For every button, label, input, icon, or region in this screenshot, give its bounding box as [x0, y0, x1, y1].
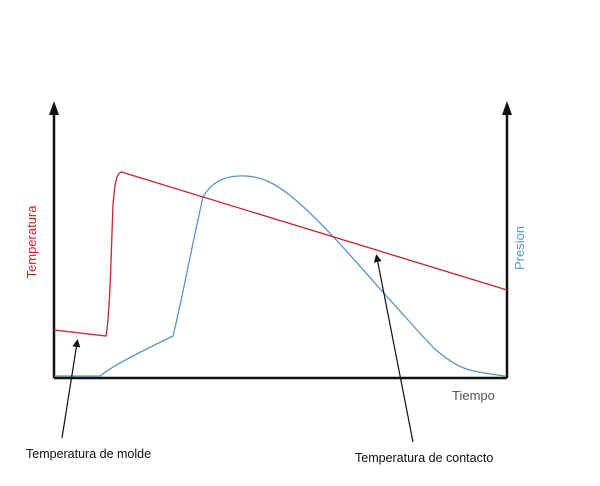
left-y-axis-arrow	[49, 101, 59, 115]
left-axis-label: Temperatura	[24, 205, 39, 279]
contact-temperature-label: Temperatura de contacto	[355, 451, 493, 465]
right-axis-label: Presion	[512, 226, 527, 270]
mold-temperature-label: Temperatura de molde	[26, 447, 151, 461]
right-y-axis-arrow	[502, 101, 512, 115]
contact-temperature-pointer	[373, 254, 414, 443]
mold-temperature-pointer	[61, 339, 81, 439]
x-axis-label: Tiempo	[452, 388, 495, 403]
pressure-curve	[54, 175, 506, 377]
temperature-curve	[53, 171, 508, 337]
